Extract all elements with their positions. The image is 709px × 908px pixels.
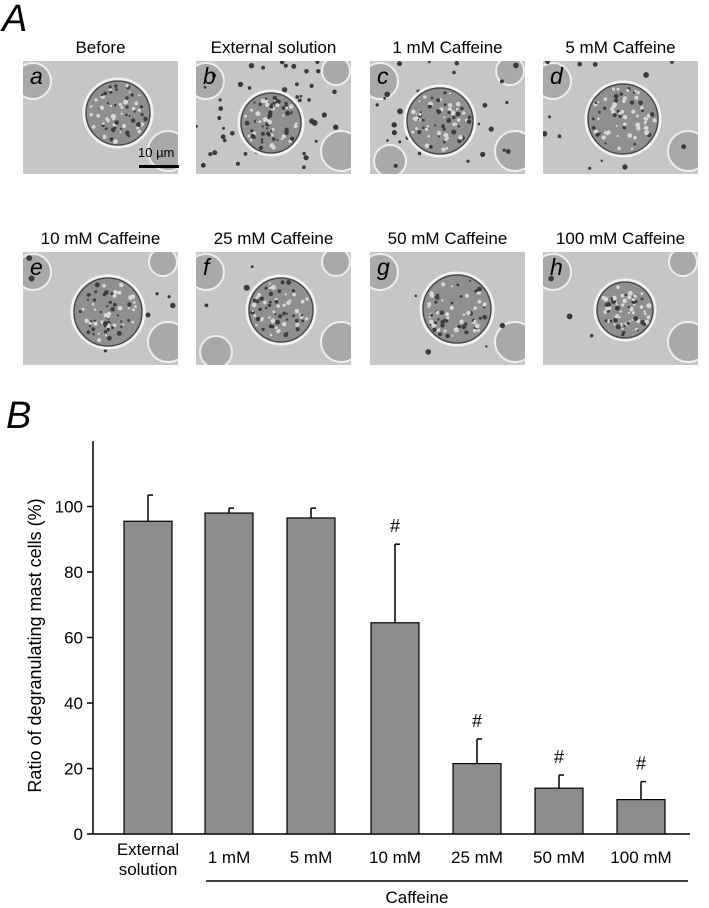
y-tick-label: 80 [64,563,83,582]
y-tick-label: 100 [55,498,83,517]
cell-image-b [196,61,351,172]
bar [534,787,584,835]
micrograph-title-c: 1 mM Caffeine [392,38,503,57]
y-tick-label: 20 [64,760,83,779]
micrograph-d: d [543,61,698,174]
panel-b-label: B [6,395,32,437]
x-tick-label: 5 mM [290,848,333,867]
micrograph-title-b: External solution [210,38,337,57]
cell-image-g [370,253,525,363]
x-tick-label: 50 mM [533,848,585,867]
micrograph-f: f [196,252,351,365]
micrograph-a: a [23,61,178,174]
group-label: Caffeine [385,888,448,907]
micrograph-sublabel-a: a [30,63,43,89]
micrograph-sublabel-g: g [377,254,390,280]
micrograph-sublabel-e: e [30,254,43,280]
x-tick-label: 25 mM [451,848,503,867]
micrograph-title-f: 25 mM Caffeine [213,229,334,248]
micrograph-sublabel-h: h [550,254,563,280]
bar [452,762,502,835]
cell-image-a [23,62,178,172]
x-tick-label: 10 mM [369,848,421,867]
significance-marker: # [472,711,482,731]
bar [616,799,666,835]
micrograph-title-e: 10 mM Caffeine [40,229,161,248]
y-tick-label: 60 [64,629,83,648]
cell-image-f [196,252,351,365]
cell-image-e [23,252,178,363]
micrograph-sublabel-f: f [203,254,210,280]
micrograph-title-g: 50 mM Caffeine [387,229,508,248]
micrograph-sublabel-d: d [550,63,563,89]
micrograph-sublabel-c: c [377,63,389,89]
micrograph-g: g [370,252,525,365]
micrograph-sublabel-b: b [203,63,216,89]
bar [123,520,173,835]
scale-bar-label: 10 µm [138,145,175,160]
micrograph-e: e [23,252,178,365]
bar [370,622,420,835]
cell-image-c [370,61,525,174]
micrograph-title-d: 5 mM Caffeine [565,38,676,57]
micrograph-title-h: 100 mM Caffeine [555,229,686,248]
x-tick-label: 1 mM [208,848,251,867]
bar [204,512,254,835]
significance-marker: # [554,747,564,767]
micrograph-title-a: Before [75,38,126,57]
y-tick-label: 40 [64,694,83,713]
micrograph-c: c [370,61,525,174]
x-tick-label: 100 mM [610,848,671,867]
y-tick-label: 0 [74,825,83,844]
micrograph-h: h [543,252,698,365]
y-axis-label: Ratio of degranulating mast cells (%) [25,498,45,792]
micrograph-b: b [196,61,351,174]
significance-marker: # [390,516,400,536]
scale-bar [139,165,179,168]
x-tick-label: solution [119,860,178,879]
x-tick-label: External [117,840,179,859]
cell-image-h [543,252,698,363]
significance-marker: # [636,754,646,774]
bar [286,517,336,835]
panel-a-label: A [2,0,28,40]
cell-image-d [543,61,698,172]
